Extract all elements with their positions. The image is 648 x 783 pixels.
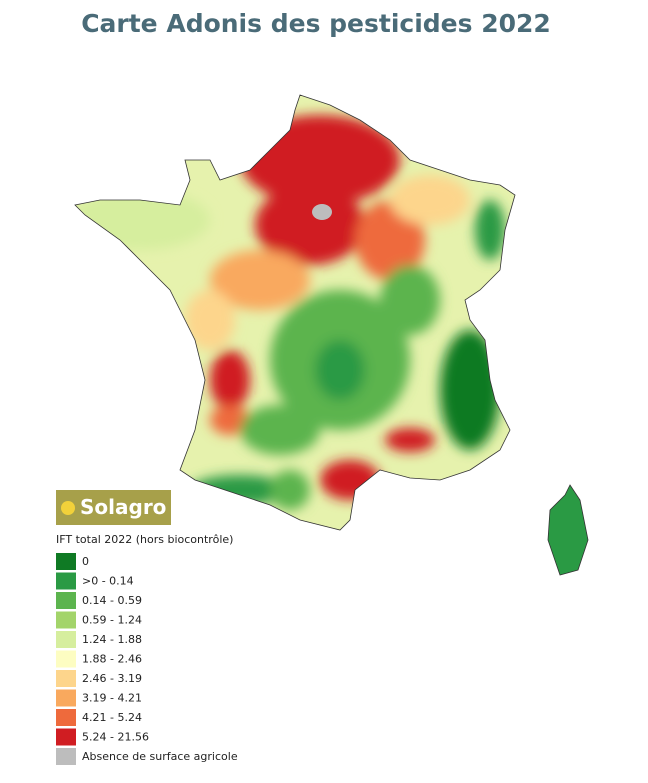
legend-swatch bbox=[56, 670, 76, 687]
legend-swatch bbox=[56, 728, 76, 746]
legend-title: IFT total 2022 (hors biocontrôle) bbox=[56, 533, 233, 546]
legend-swatch bbox=[56, 592, 76, 609]
legend-label: 3.19 - 4.21 bbox=[82, 692, 142, 705]
france-outline bbox=[74, 94, 516, 531]
legend-swatch bbox=[56, 631, 76, 648]
logo-text: Solagro bbox=[80, 495, 166, 519]
legend-swatch bbox=[56, 709, 76, 726]
corsica bbox=[547, 484, 589, 576]
legend-swatch bbox=[56, 611, 76, 629]
legend-label: 0.14 - 0.59 bbox=[82, 594, 142, 607]
logo-sun bbox=[61, 501, 75, 515]
legend-label: Absence de surface agricole bbox=[82, 750, 238, 763]
legend-swatch bbox=[56, 572, 76, 590]
logo-box bbox=[56, 490, 171, 525]
legend-label: 2.46 - 3.19 bbox=[82, 672, 142, 685]
legend: 0 >0 - 0.14 0.14 - 0.59 0.59 - 1.24 1.24 - 1… bbox=[56, 553, 238, 765]
legend-swatch bbox=[56, 650, 76, 668]
france-map bbox=[75, 95, 515, 530]
legend-label: 0.59 - 1.24 bbox=[82, 614, 142, 627]
legend-label: 5.24 - 21.56 bbox=[82, 731, 149, 744]
legend-swatch bbox=[56, 553, 76, 570]
legend-label: >0 - 0.14 bbox=[82, 575, 134, 588]
legend-label: 1.24 - 1.88 bbox=[82, 633, 142, 646]
map-title: Carte Adonis des pesticides 2022 bbox=[81, 9, 551, 38]
legend-label: 0 bbox=[82, 555, 89, 568]
legend-swatch bbox=[56, 748, 76, 765]
legend-label: 4.21 - 5.24 bbox=[82, 711, 142, 724]
legend-label: 1.88 - 2.46 bbox=[82, 653, 142, 666]
legend-swatch bbox=[56, 689, 76, 707]
